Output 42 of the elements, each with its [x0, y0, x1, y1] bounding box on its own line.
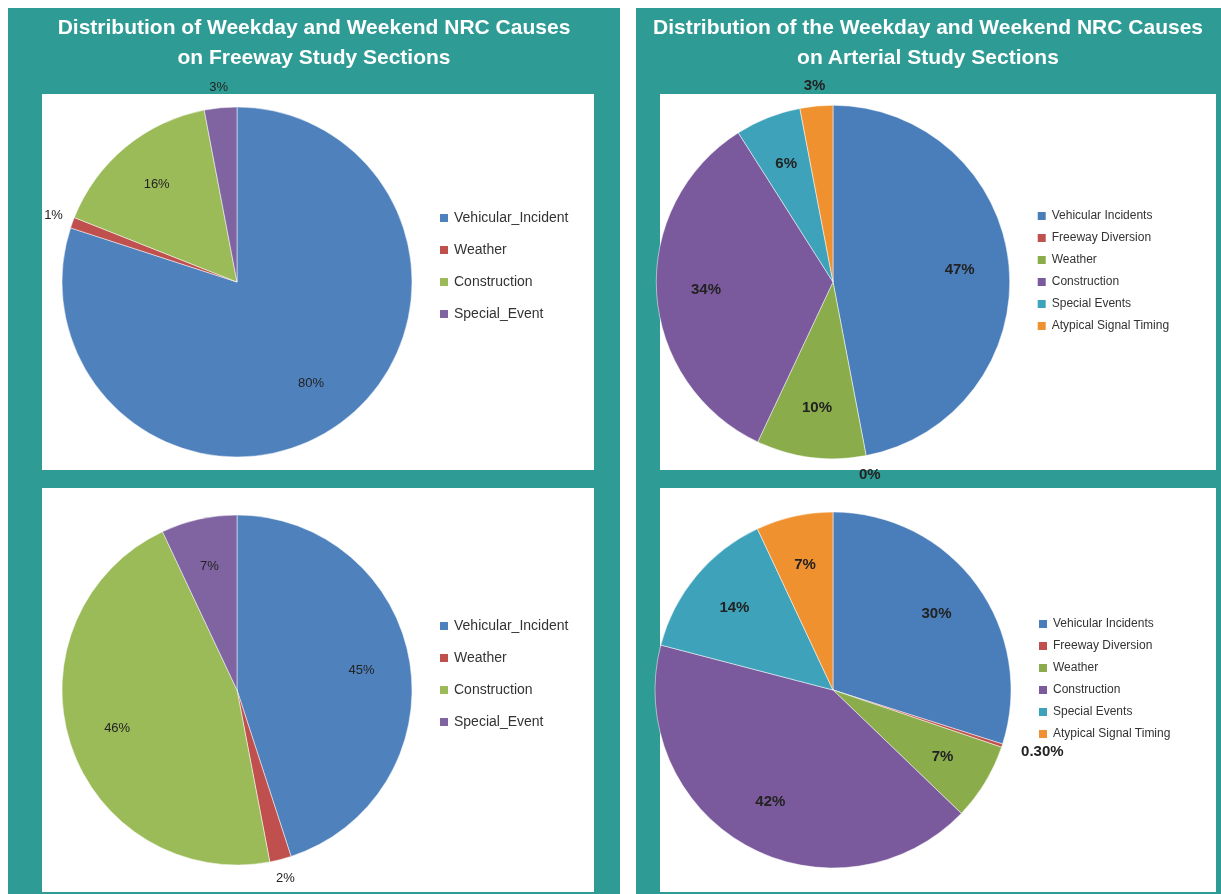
data-label: 0.30% [1021, 741, 1064, 759]
legend-label: Weather [1051, 252, 1097, 267]
data-label: 7% [931, 746, 954, 764]
legend-label: Freeway Diversion [1051, 230, 1152, 245]
legend-label: Construction [1051, 274, 1120, 289]
legend-label: Special_Event [454, 304, 544, 321]
legend-label: Atypical Signal Timing [1053, 726, 1171, 741]
data-label: 34% [691, 279, 722, 297]
data-label: 47% [944, 259, 975, 277]
data-label: 42% [755, 791, 786, 809]
legend-label: Weather [454, 648, 507, 665]
data-label: 6% [775, 153, 797, 171]
legend-label: Vehicular_Incident [454, 208, 569, 225]
legend-label: Freeway Diversion [1053, 638, 1153, 653]
legend-label: Vehicular_Incident [454, 616, 569, 633]
data-label: 46% [104, 720, 131, 736]
legend-label: Construction [454, 680, 533, 697]
data-label: 30% [921, 604, 952, 622]
legend-label: Construction [1053, 682, 1121, 697]
data-label: 80% [298, 375, 325, 391]
chart-title: Distribution of Weekday and Weekend NRC Causes on Freeway Study Sections [57, 15, 571, 68]
data-label: 7% [794, 554, 816, 572]
data-label: 16% [143, 176, 171, 192]
data-label: 3% [803, 76, 826, 94]
legend-label: Construction [454, 272, 533, 289]
legend-label: Special Events [1053, 704, 1133, 719]
legend-label: Special Events [1051, 296, 1132, 311]
data-label: 2% [276, 870, 296, 886]
legend-label: Vehicular Incidents [1053, 616, 1154, 631]
legend-label: Special_Event [454, 712, 544, 729]
legend-label: Atypical Signal Timing [1051, 318, 1170, 333]
data-label: 1% [44, 207, 64, 223]
text: 0% [859, 465, 881, 483]
data-label: 14% [719, 598, 750, 616]
legend-label: Vehicular Incidents [1051, 208, 1153, 223]
data-label: 7% [200, 558, 220, 574]
chart-title: Distribution of the Weekday and Weekend NRC Causes on Arterial Study Sections [653, 15, 1203, 68]
data-label: 45% [348, 661, 375, 677]
data-label: 3% [209, 79, 229, 95]
data-label: 10% [802, 398, 833, 416]
legend-label: Weather [1053, 660, 1099, 675]
legend-label: Weather [454, 240, 507, 257]
